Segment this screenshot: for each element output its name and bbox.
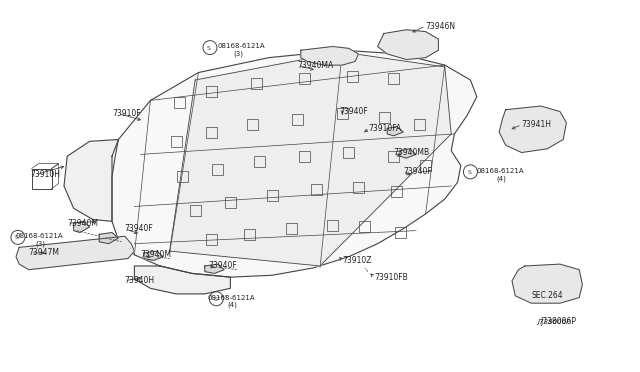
Polygon shape	[170, 52, 451, 266]
Text: SEC.264: SEC.264	[531, 291, 563, 300]
Text: (3): (3)	[234, 51, 244, 57]
Polygon shape	[16, 236, 134, 270]
Polygon shape	[99, 232, 118, 244]
Text: (3): (3)	[35, 240, 45, 247]
Text: 73940F: 73940F	[125, 224, 154, 233]
Text: 73940MA: 73940MA	[298, 61, 334, 70]
Text: 73910FB: 73910FB	[374, 273, 408, 282]
Polygon shape	[499, 106, 566, 153]
Text: (4): (4)	[227, 302, 237, 308]
Text: 73910F: 73910F	[112, 109, 141, 118]
Text: 73940M: 73940M	[67, 219, 98, 228]
Polygon shape	[74, 221, 90, 232]
Text: 73910H: 73910H	[31, 170, 61, 179]
Polygon shape	[64, 140, 118, 221]
Polygon shape	[301, 46, 358, 65]
Text: 73910FA: 73910FA	[368, 124, 401, 133]
Bar	[31, 169, 52, 189]
Text: 08168-6121A: 08168-6121A	[208, 295, 255, 301]
Text: 73947M: 73947M	[29, 248, 60, 257]
Text: 08168-6121A: 08168-6121A	[16, 233, 63, 239]
Text: 73940F: 73940F	[339, 107, 368, 116]
Text: 73940MB: 73940MB	[394, 148, 429, 157]
Text: S: S	[467, 170, 471, 175]
Text: 08168-6121A: 08168-6121A	[477, 168, 524, 174]
Text: (4): (4)	[496, 175, 506, 182]
Polygon shape	[205, 264, 224, 273]
Text: 73910Z: 73910Z	[342, 256, 372, 265]
Text: S: S	[15, 235, 19, 240]
Text: 73940F: 73940F	[403, 167, 432, 176]
Polygon shape	[400, 149, 416, 158]
Polygon shape	[112, 50, 477, 277]
Polygon shape	[134, 266, 230, 294]
Text: J738006P: J738006P	[541, 317, 577, 326]
Text: 73940H: 73940H	[125, 276, 155, 285]
Polygon shape	[144, 251, 163, 260]
Text: 73940F: 73940F	[208, 262, 237, 270]
Text: S: S	[213, 297, 217, 302]
Polygon shape	[387, 126, 403, 136]
Text: 73940M: 73940M	[141, 250, 172, 259]
Text: 73946N: 73946N	[426, 22, 456, 31]
Text: S: S	[207, 46, 211, 51]
Text: 73941H: 73941H	[522, 120, 552, 129]
Text: 08168-6121A: 08168-6121A	[218, 44, 265, 49]
Polygon shape	[378, 30, 438, 60]
Polygon shape	[512, 264, 582, 303]
Text: J738006P: J738006P	[538, 319, 571, 325]
